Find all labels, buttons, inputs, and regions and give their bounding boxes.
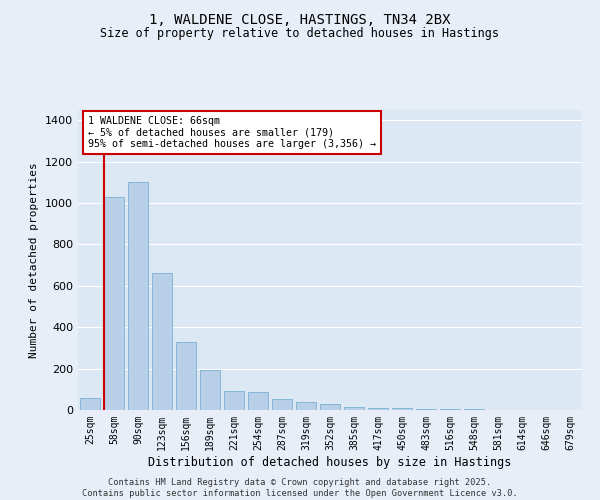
- Text: Size of property relative to detached houses in Hastings: Size of property relative to detached ho…: [101, 28, 499, 40]
- Y-axis label: Number of detached properties: Number of detached properties: [29, 162, 40, 358]
- Bar: [200, 370, 220, 410]
- Bar: [176, 342, 196, 410]
- Bar: [272, 398, 292, 410]
- Bar: [344, 407, 364, 410]
- Bar: [296, 402, 316, 410]
- Bar: [128, 182, 148, 410]
- X-axis label: Distribution of detached houses by size in Hastings: Distribution of detached houses by size …: [148, 456, 512, 468]
- Bar: [392, 408, 412, 410]
- Text: Contains HM Land Registry data © Crown copyright and database right 2025.
Contai: Contains HM Land Registry data © Crown c…: [82, 478, 518, 498]
- Bar: [320, 404, 340, 410]
- Bar: [248, 392, 268, 410]
- Bar: [80, 398, 100, 410]
- Text: 1, WALDENE CLOSE, HASTINGS, TN34 2BX: 1, WALDENE CLOSE, HASTINGS, TN34 2BX: [149, 12, 451, 26]
- Bar: [416, 409, 436, 410]
- Bar: [368, 408, 388, 410]
- Bar: [104, 197, 124, 410]
- Bar: [152, 274, 172, 410]
- Text: 1 WALDENE CLOSE: 66sqm
← 5% of detached houses are smaller (179)
95% of semi-det: 1 WALDENE CLOSE: 66sqm ← 5% of detached …: [88, 116, 376, 149]
- Bar: [224, 392, 244, 410]
- Bar: [440, 409, 460, 410]
